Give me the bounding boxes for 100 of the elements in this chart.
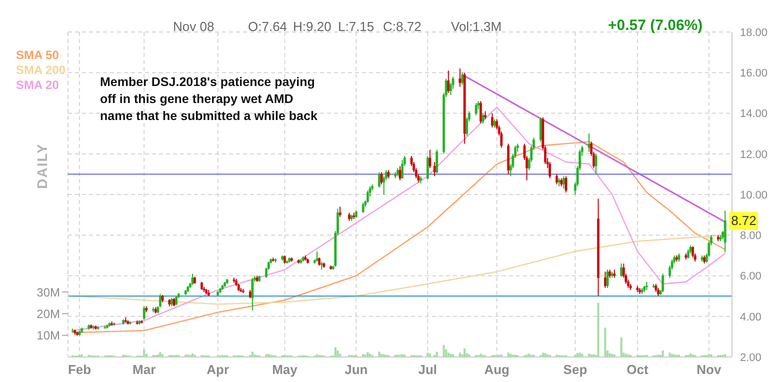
candlestick — [338, 206, 342, 218]
candlestick — [474, 102, 478, 116]
candlestick — [548, 162, 552, 179]
annotation: H:9.20 — [293, 19, 332, 34]
bar — [159, 352, 162, 357]
bar — [401, 354, 404, 357]
annotation: Member DSJ.2018's patience paying off in this gene therapy wet AMD name that he submitted a while back — [100, 74, 318, 125]
candlestick — [142, 306, 146, 320]
bar — [334, 347, 336, 357]
y-tick-label: 2.00 — [740, 352, 762, 364]
bar — [468, 354, 470, 357]
line-series — [72, 106, 726, 332]
candlestick — [458, 68, 462, 88]
bar — [604, 328, 606, 357]
candlestick — [662, 273, 664, 292]
text: SMA 200 — [16, 63, 66, 78]
x-tick-label: Jun — [344, 362, 368, 378]
bar — [362, 354, 364, 357]
x-tick-label: Mar — [132, 362, 156, 378]
text: SMA 20 — [16, 78, 60, 93]
candlestick — [606, 269, 609, 288]
bar — [608, 353, 611, 357]
x-tick-label: Feb — [68, 362, 92, 378]
candlestick — [401, 159, 404, 179]
candlestick — [491, 112, 494, 128]
candlestick — [436, 149, 438, 174]
annotation: L:7.15 — [338, 19, 374, 34]
bar — [464, 348, 466, 357]
bar — [436, 352, 438, 357]
y-tick-label: 10.00 — [740, 189, 768, 202]
bar — [458, 352, 461, 357]
bar — [442, 345, 445, 357]
bar — [578, 352, 581, 357]
candlestick — [428, 149, 432, 169]
bar — [445, 349, 448, 357]
annotation: O:7.64 — [248, 19, 288, 34]
candlestick — [316, 250, 318, 262]
bar — [724, 354, 726, 357]
x-tick-label: May — [272, 362, 298, 378]
candlestick — [482, 112, 484, 124]
bar — [542, 352, 544, 357]
bar — [251, 352, 254, 357]
candlestick — [426, 155, 429, 180]
bar — [590, 354, 592, 357]
bar — [378, 352, 380, 357]
candlestick — [620, 263, 623, 278]
bar — [254, 354, 256, 357]
candlestick — [594, 153, 598, 175]
bar — [544, 353, 546, 357]
bar — [428, 354, 432, 357]
annotation: C:8.72 — [383, 19, 422, 34]
text: DAILY — [34, 142, 50, 191]
bar — [507, 352, 510, 357]
bar — [265, 354, 268, 357]
candlestick — [447, 70, 450, 94]
candlestick — [692, 246, 694, 258]
y-tick-label: 8.00 — [740, 230, 762, 242]
bar — [143, 349, 146, 357]
x-tick-label: Oct — [626, 362, 649, 378]
bar — [452, 354, 454, 357]
bar — [426, 352, 429, 357]
candlestick — [398, 166, 402, 181]
annotation: 8.72 — [729, 212, 758, 230]
bar — [668, 352, 671, 357]
bar — [620, 338, 622, 357]
candlestick — [687, 248, 690, 259]
bar — [380, 354, 383, 357]
annotation: +0.57 (7.06%) — [608, 17, 703, 34]
y-tick-label: 6.00 — [740, 270, 762, 283]
candlestick — [366, 190, 369, 204]
candlestick — [191, 273, 194, 286]
candlestick — [480, 100, 482, 124]
candlestick — [588, 133, 590, 152]
y-tick-label: 4.00 — [740, 311, 762, 324]
x-tick-label: Aug — [484, 362, 510, 378]
bar — [613, 354, 616, 357]
x-tick-label: Sep — [563, 362, 588, 378]
y-tick-label: 14.00 — [740, 108, 768, 120]
bar — [710, 354, 712, 357]
y2-tick-label: 30M — [36, 285, 60, 300]
bar — [186, 354, 189, 357]
bar — [450, 354, 452, 357]
bar — [366, 352, 369, 357]
text: SMA 50 — [16, 48, 60, 63]
bar — [627, 354, 630, 357]
x-tick-label: Nov — [696, 362, 722, 378]
line-series — [72, 141, 726, 334]
bar — [316, 354, 318, 357]
y-tick-label: 16.00 — [740, 68, 768, 80]
candlestick — [175, 296, 178, 306]
bar — [588, 354, 590, 357]
candlestick — [251, 277, 254, 311]
annotation: Vol:1.3M — [451, 19, 502, 34]
bar — [526, 354, 528, 357]
bar — [382, 354, 385, 357]
bar — [673, 354, 676, 357]
candlestick — [564, 176, 568, 193]
y-tick-label: 12.00 — [740, 148, 768, 161]
bar — [161, 354, 164, 357]
bar — [576, 353, 579, 357]
